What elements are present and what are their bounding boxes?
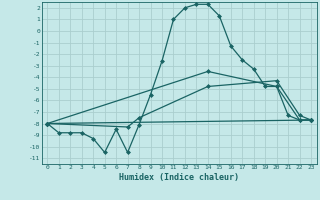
X-axis label: Humidex (Indice chaleur): Humidex (Indice chaleur) bbox=[119, 173, 239, 182]
